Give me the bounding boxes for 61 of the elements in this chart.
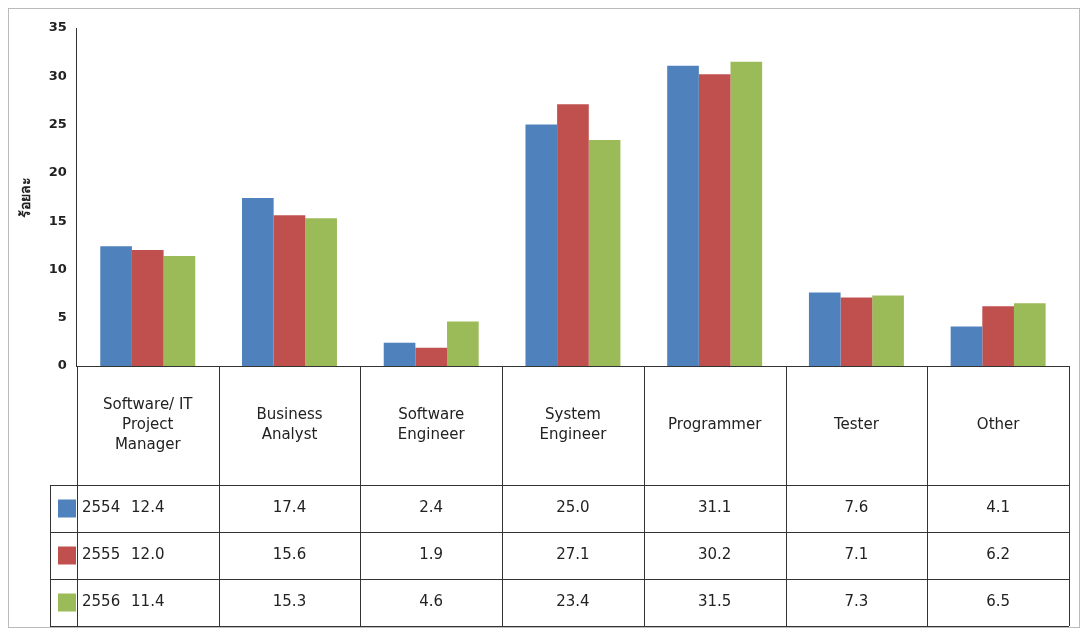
x-tick-label: Software Engineer xyxy=(397,405,466,444)
data-label: 23.4 xyxy=(556,592,590,611)
bar xyxy=(273,215,306,366)
legend-label: 2556 xyxy=(82,592,121,611)
data-label: 12.0 xyxy=(131,545,165,564)
bar xyxy=(698,74,731,366)
data-label: 7.1 xyxy=(844,545,869,564)
bar xyxy=(1013,303,1046,366)
bar xyxy=(840,297,873,366)
y-tick-label: 5 xyxy=(57,309,67,325)
y-tick-label: 20 xyxy=(48,164,67,180)
bar xyxy=(447,321,479,366)
x-tick-label: Software/ IT Project Manager xyxy=(102,395,194,454)
y-tick-label: 30 xyxy=(48,67,67,83)
bar xyxy=(808,292,841,366)
y-tick-label: 15 xyxy=(48,212,67,228)
y-tick-label: 10 xyxy=(48,260,67,276)
bar xyxy=(383,342,416,366)
bar xyxy=(872,295,904,366)
bar xyxy=(730,61,763,366)
bar xyxy=(242,197,274,366)
bar xyxy=(131,250,164,366)
bar xyxy=(415,347,448,366)
bar xyxy=(100,246,132,366)
x-tick-label: Tester xyxy=(832,415,880,434)
x-tick-label: Other xyxy=(976,415,1021,434)
data-label: 2.4 xyxy=(419,498,444,517)
data-label: 11.4 xyxy=(131,592,165,611)
data-label: 6.2 xyxy=(986,545,1011,564)
bar xyxy=(982,306,1014,366)
bar xyxy=(525,124,558,366)
bar xyxy=(588,140,621,366)
data-label: 31.5 xyxy=(697,592,732,611)
data-label: 4.6 xyxy=(419,592,444,611)
bar xyxy=(163,255,196,366)
x-tick-label: Programmer xyxy=(668,415,763,434)
y-axis-title: ร้อยละ xyxy=(17,176,34,218)
data-label: 27.1 xyxy=(556,545,590,564)
data-label: 15.6 xyxy=(272,545,307,564)
data-label: 12.4 xyxy=(131,498,165,517)
data-label: 30.2 xyxy=(697,545,732,564)
bar xyxy=(667,65,699,366)
data-label: 6.5 xyxy=(986,592,1011,611)
data-label: 7.3 xyxy=(844,592,869,611)
legend-label: 2555 xyxy=(82,545,121,564)
x-tick-label: Business Analyst xyxy=(256,405,323,444)
y-tick-label: 25 xyxy=(48,115,67,131)
y-tick-label: 35 xyxy=(48,19,67,35)
data-label: 15.3 xyxy=(272,592,307,611)
data-label: 25.0 xyxy=(556,498,590,517)
legend-label: 2554 xyxy=(82,498,121,517)
y-tick-label: 0 xyxy=(57,357,67,373)
bar xyxy=(305,218,337,366)
data-label: 4.1 xyxy=(986,498,1011,517)
bar xyxy=(557,104,589,366)
bar xyxy=(950,326,983,366)
data-label: 7.6 xyxy=(844,498,869,517)
data-label: 1.9 xyxy=(419,545,444,564)
x-tick-label: System Engineer xyxy=(539,405,608,444)
data-label: 17.4 xyxy=(272,498,307,517)
data-label: 31.1 xyxy=(697,498,732,517)
